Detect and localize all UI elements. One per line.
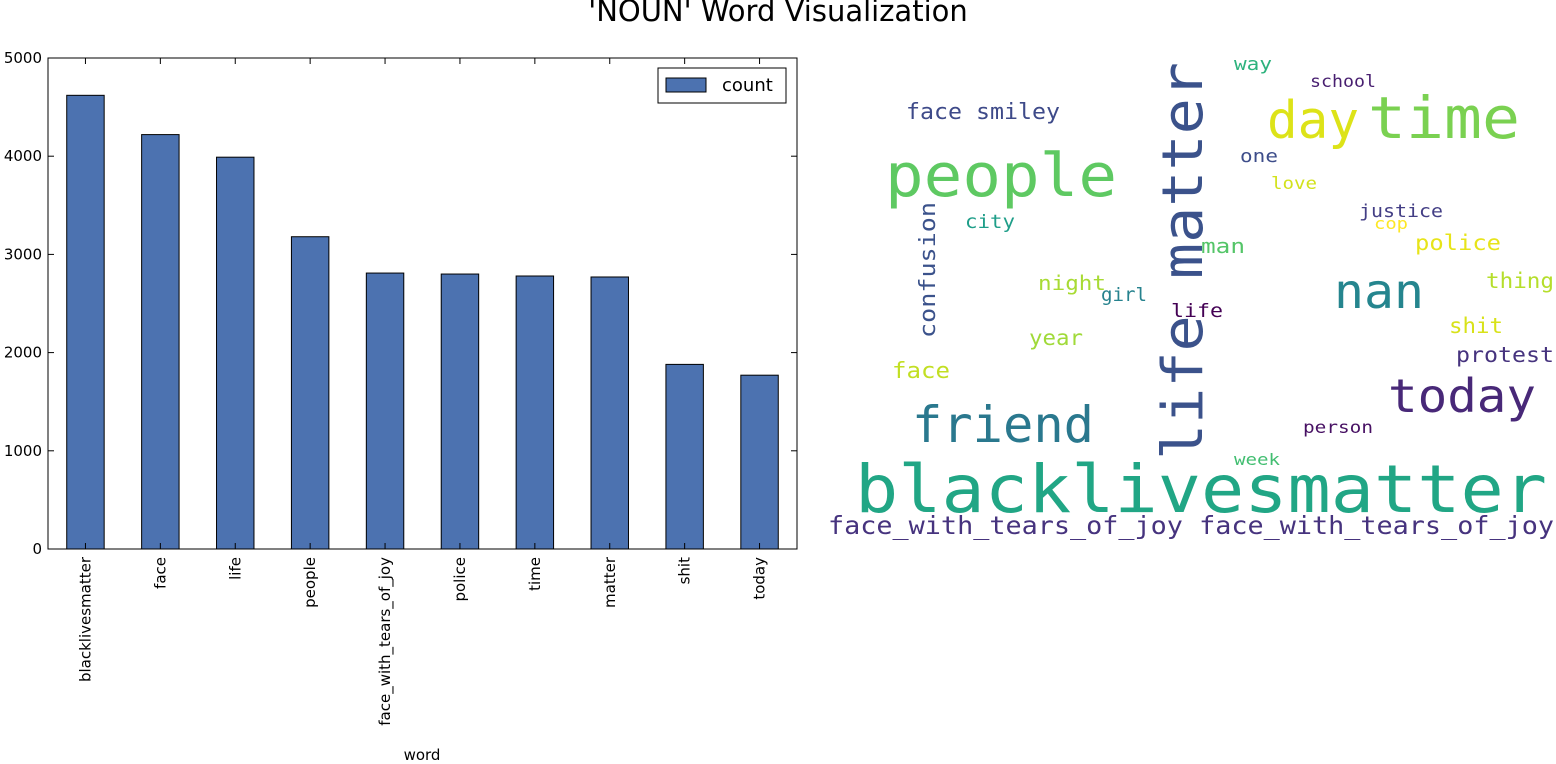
y-tick-label: 4000 xyxy=(4,147,42,165)
cloud-word: police xyxy=(1415,231,1501,255)
bar-time xyxy=(515,275,555,550)
bar-chart: 0 1000 2000 3000 4000 5000 blacklivesmatter fa… xyxy=(4,49,798,764)
cloud-word: person xyxy=(1303,418,1373,438)
y-tick-label: 5000 xyxy=(4,49,42,67)
x-tick-label: today xyxy=(751,557,769,600)
bar-blacklivesmatter xyxy=(66,94,105,550)
cloud-word: one xyxy=(1240,146,1278,167)
figure-title: 'NOUN' Word Visualization xyxy=(588,0,968,28)
cloud-word: year xyxy=(1029,326,1083,350)
y-tick-label: 3000 xyxy=(4,245,42,263)
y-tick-label: 1000 xyxy=(4,442,42,460)
cloud-word: today xyxy=(1388,369,1536,423)
cloud-word: life matter xyxy=(1151,62,1216,460)
cloud-word: face smiley xyxy=(906,100,1060,125)
cloud-word: people xyxy=(885,141,1117,211)
bar-face xyxy=(141,134,180,550)
bar-life xyxy=(216,156,255,550)
x-tick-label: face_with_tears_of_joy xyxy=(376,557,395,726)
cloud-word: city xyxy=(965,211,1015,233)
bar-shit xyxy=(665,363,704,550)
cloud-word: week xyxy=(1234,450,1280,469)
legend-swatch xyxy=(665,77,707,93)
cloud-word: protest xyxy=(1456,343,1554,367)
legend-label: count xyxy=(722,75,773,96)
x-axis-label: word xyxy=(404,746,441,764)
y-tick-label: 2000 xyxy=(4,344,42,362)
cloud-word: face_with_tears_of_joy face_with_tears_o… xyxy=(828,511,1554,540)
cloud-word: school xyxy=(1310,72,1376,92)
cloud-word: blacklivesmatter xyxy=(855,451,1547,528)
cloud-word: time xyxy=(1368,84,1520,152)
bar-today xyxy=(740,374,779,550)
cloud-word: friend xyxy=(912,396,1094,454)
legend: count xyxy=(657,67,787,104)
cloud-word: life xyxy=(1171,300,1223,322)
cloud-word: night xyxy=(1038,271,1106,295)
cloud-word: man xyxy=(1201,234,1245,258)
x-tick-label: face xyxy=(151,557,169,589)
cloud-word: day xyxy=(1267,91,1359,151)
cloud-word: justice xyxy=(1359,201,1443,222)
cloud-word: girl xyxy=(1101,284,1147,306)
x-tick-label: blacklivesmatter xyxy=(76,556,94,682)
x-tick-label: matter xyxy=(601,556,619,608)
x-tick-label: people xyxy=(301,557,319,608)
cloud-word: cop xyxy=(1374,214,1408,233)
x-tick-label: shit xyxy=(676,557,694,584)
cloud-word: way xyxy=(1234,54,1272,75)
cloud-word: confusion xyxy=(916,202,941,338)
plot-frame xyxy=(47,57,798,550)
cloud-word: shit xyxy=(1449,314,1503,338)
cloud-word: love xyxy=(1271,174,1317,194)
cloud-word: nan xyxy=(1334,264,1424,320)
x-tick-label: police xyxy=(451,557,469,602)
cloud-word: thing xyxy=(1486,269,1554,293)
x-tick-label: life xyxy=(226,557,244,580)
cloud-word: face xyxy=(892,359,950,384)
y-tick-label: 0 xyxy=(32,540,42,558)
x-tick-label: time xyxy=(526,557,544,591)
bar-matter xyxy=(590,276,629,550)
